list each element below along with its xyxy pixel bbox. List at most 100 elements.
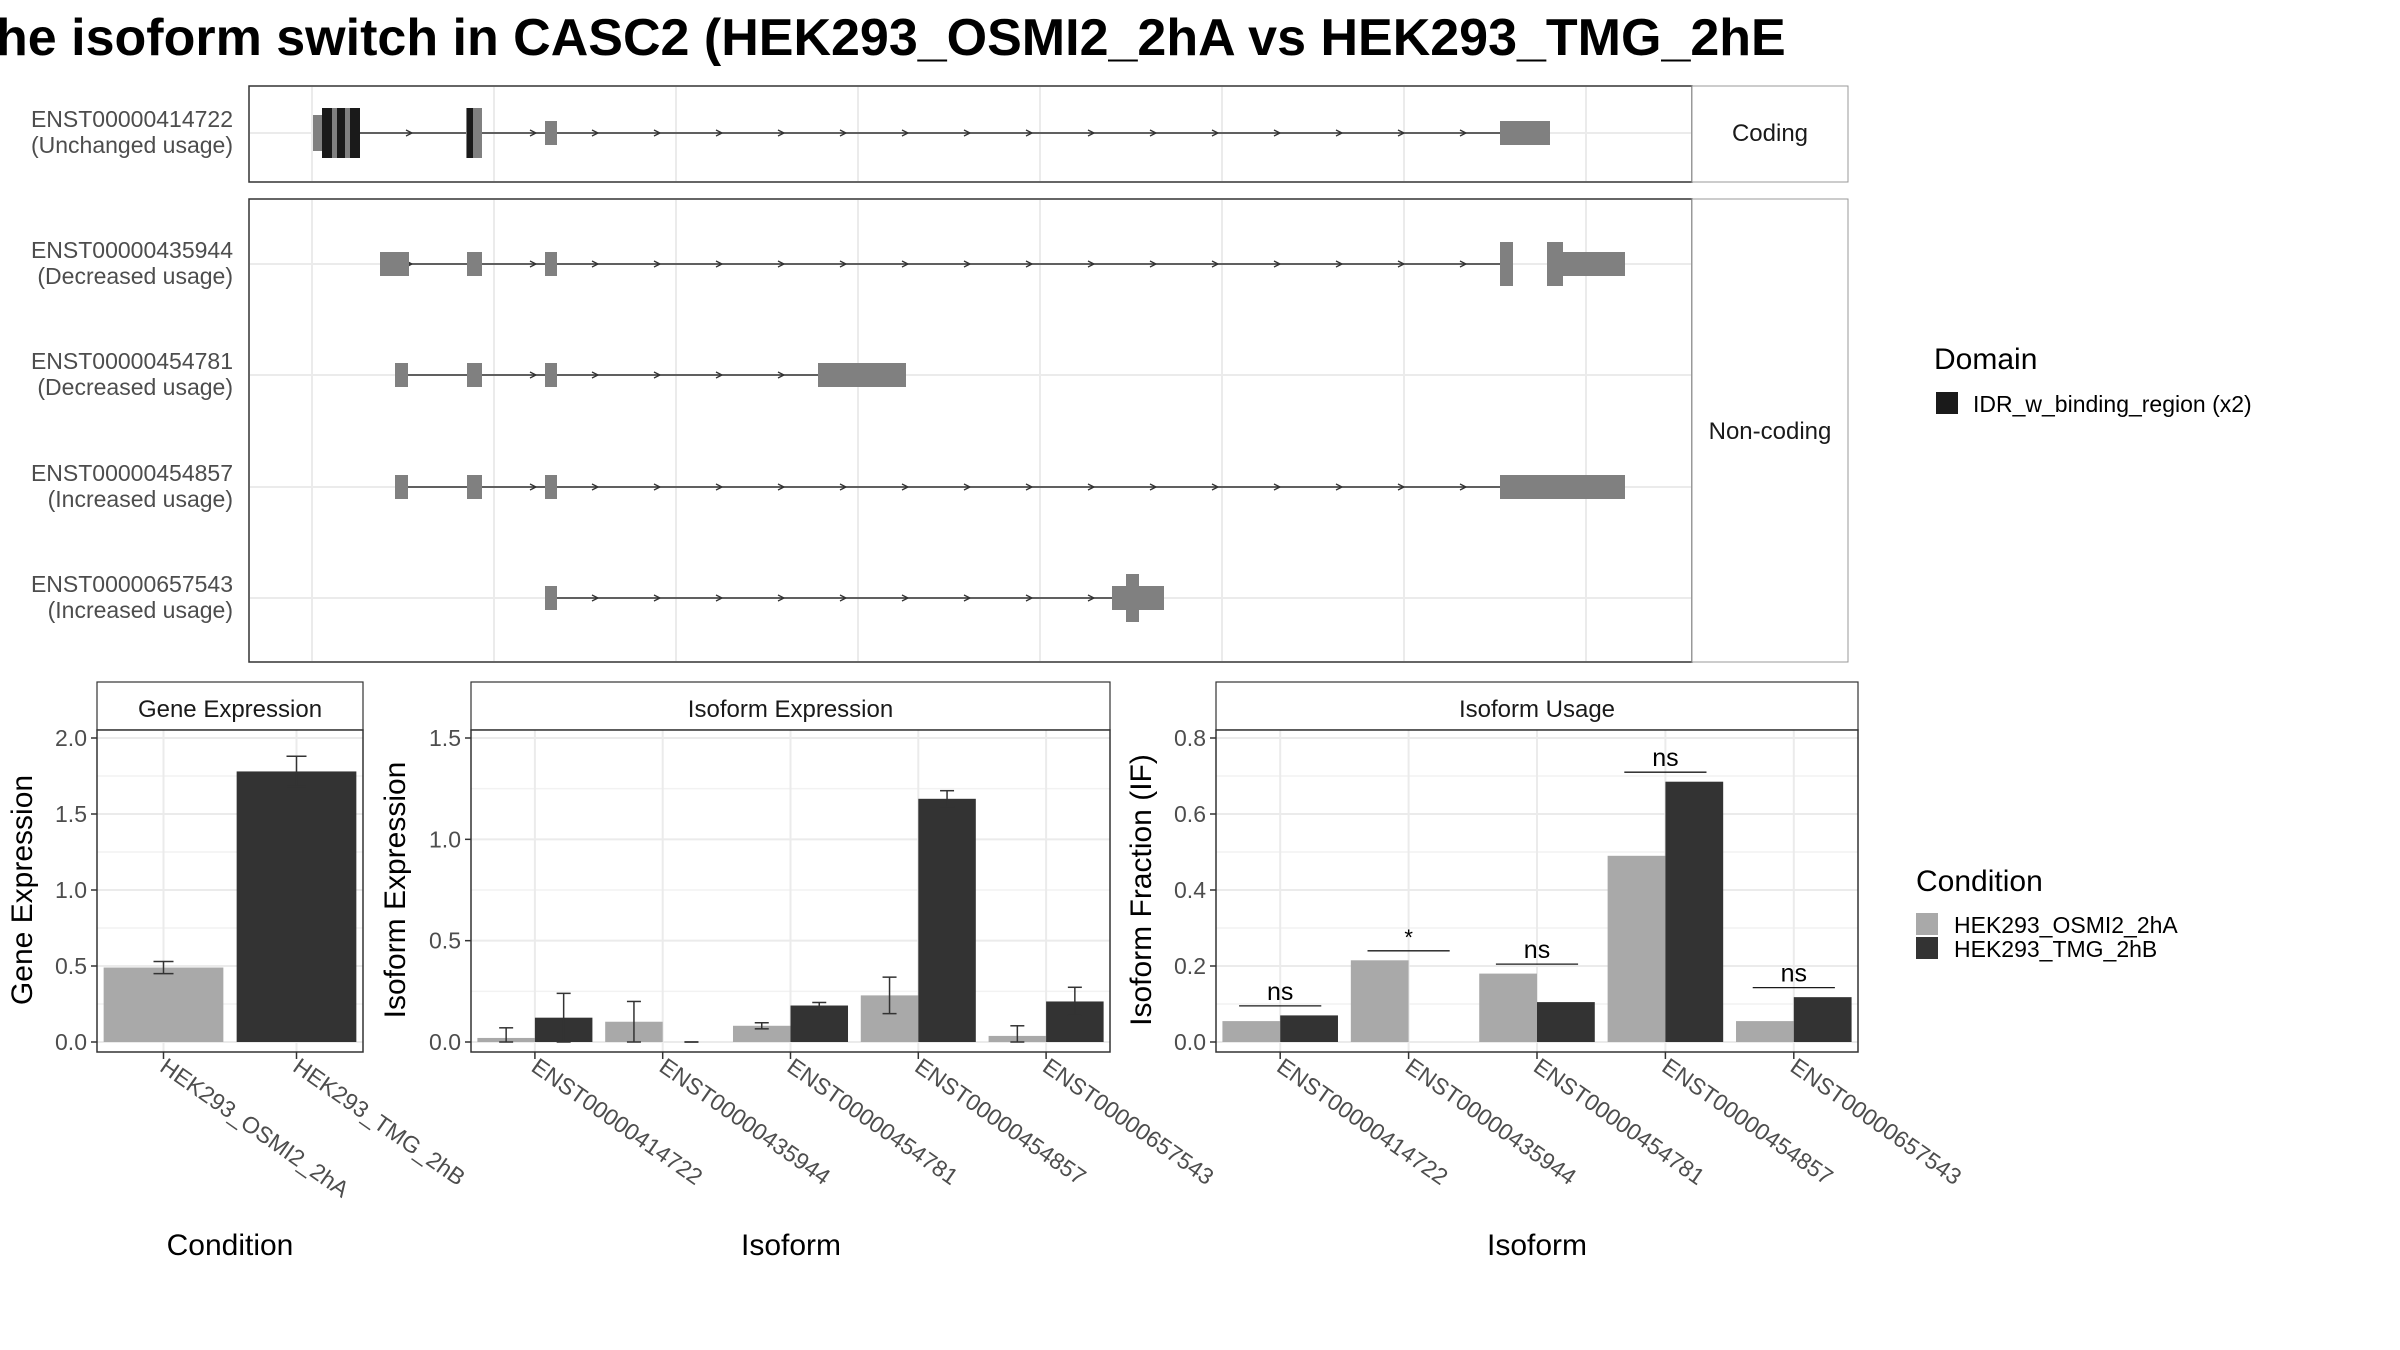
direction-arrow	[963, 260, 972, 268]
bar	[1607, 855, 1666, 1042]
exon	[545, 363, 557, 387]
exon	[467, 252, 482, 276]
transcript-status: (Unchanged usage)	[31, 132, 233, 158]
direction-arrow	[1397, 129, 1406, 137]
bar	[1793, 997, 1852, 1042]
transcript-id: ENST00000657543	[31, 571, 233, 597]
bar	[103, 967, 224, 1042]
bar	[790, 1005, 849, 1042]
direction-arrow	[1273, 129, 1282, 137]
direction-arrow	[777, 483, 786, 491]
direction-arrow	[963, 594, 972, 602]
direction-arrow	[653, 129, 662, 137]
direction-arrow	[529, 483, 538, 491]
direction-arrow	[1335, 483, 1344, 491]
direction-arrow	[1025, 260, 1034, 268]
bar	[1350, 960, 1409, 1042]
direction-arrow	[529, 129, 538, 137]
condition-legend-key-a	[1916, 913, 1938, 935]
exon	[545, 121, 557, 145]
bar	[1479, 973, 1537, 1042]
significance-label: ns	[1652, 744, 1678, 772]
direction-arrow	[1211, 129, 1220, 137]
y-tick-label: 0.0	[55, 1029, 87, 1055]
direction-arrow	[653, 371, 662, 379]
transcript-labels: ENST00000414722(Unchanged usage) ENST0000…	[31, 106, 233, 623]
direction-arrow	[1087, 594, 1096, 602]
transcript-id: ENST00000414722	[31, 106, 233, 132]
exon	[313, 115, 324, 151]
y-tick-label: 0.0	[429, 1029, 461, 1055]
domain-block	[337, 108, 345, 158]
direction-arrow	[591, 594, 600, 602]
direction-arrow	[653, 594, 662, 602]
y-tick-label: 0.6	[1174, 801, 1206, 827]
y-tick-label: 1.0	[429, 826, 461, 852]
exon	[380, 252, 409, 276]
bar	[1222, 1021, 1281, 1042]
bar	[732, 1025, 791, 1042]
direction-arrow	[653, 483, 662, 491]
direction-arrow	[1273, 483, 1282, 491]
direction-arrow	[1211, 260, 1220, 268]
direction-arrow	[1025, 594, 1034, 602]
panel-strip-label: Isoform Usage	[1459, 696, 1615, 723]
transcript-panels: Coding Non-coding ENST00000414722(Unchan…	[31, 85, 1849, 663]
panel-strip	[1215, 681, 1859, 731]
direction-arrow	[901, 129, 910, 137]
direction-arrow	[901, 260, 910, 268]
direction-arrow	[715, 371, 724, 379]
transcript-id: ENST00000435944	[31, 237, 233, 263]
direction-arrow	[1211, 483, 1220, 491]
bar	[1537, 1002, 1595, 1042]
bar	[1736, 1021, 1794, 1042]
panel-strip-label: Gene Expression	[138, 696, 322, 723]
exon	[818, 363, 906, 387]
direction-arrow	[591, 371, 600, 379]
direction-arrow	[715, 483, 724, 491]
y-axis-title: Isoform Expression	[379, 762, 412, 1019]
condition-legend-key-b	[1916, 937, 1938, 959]
exon	[1500, 242, 1513, 286]
exon	[467, 475, 482, 499]
direction-arrow	[405, 129, 414, 137]
direction-arrow	[1459, 260, 1468, 268]
direction-arrow	[1459, 483, 1468, 491]
domain-block	[350, 108, 360, 158]
domain-legend: Domain IDR_w_binding_region (x2)	[1934, 343, 2252, 417]
panel-border	[96, 729, 364, 1053]
direction-arrow	[901, 594, 910, 602]
direction-arrow	[1273, 260, 1282, 268]
exon	[545, 475, 557, 499]
direction-arrow	[1335, 260, 1344, 268]
y-tick-label: 1.5	[55, 801, 87, 827]
exon	[545, 252, 557, 276]
transcript-status: (Increased usage)	[48, 486, 233, 512]
exon	[1500, 475, 1625, 499]
transcript-status: (Decreased usage)	[37, 263, 233, 289]
direction-arrow	[529, 371, 538, 379]
y-tick-label: 0.5	[429, 928, 461, 954]
exon	[545, 586, 557, 610]
direction-arrow	[777, 260, 786, 268]
significance-label: ns	[1267, 978, 1293, 1006]
direction-arrow	[1397, 483, 1406, 491]
condition-legend-title: Condition	[1916, 865, 2043, 898]
y-tick-label: 2.0	[55, 725, 87, 751]
direction-arrow	[1087, 483, 1096, 491]
direction-arrow	[1459, 129, 1468, 137]
condition-legend: Condition HEK293_OSMI2_2hA HEK293_TMG_2h…	[1916, 865, 2178, 962]
transcript-id: ENST00000454857	[31, 460, 233, 486]
bar	[236, 771, 357, 1042]
direction-arrow	[1025, 129, 1034, 137]
direction-arrow	[1335, 129, 1344, 137]
direction-arrow	[591, 129, 600, 137]
direction-arrow	[1149, 483, 1158, 491]
direction-arrow	[653, 260, 662, 268]
y-axis-title: Gene Expression	[6, 775, 39, 1005]
transcript-status: (Decreased usage)	[37, 374, 233, 400]
y-tick-label: 0.8	[1174, 725, 1206, 751]
direction-arrow	[1087, 260, 1096, 268]
